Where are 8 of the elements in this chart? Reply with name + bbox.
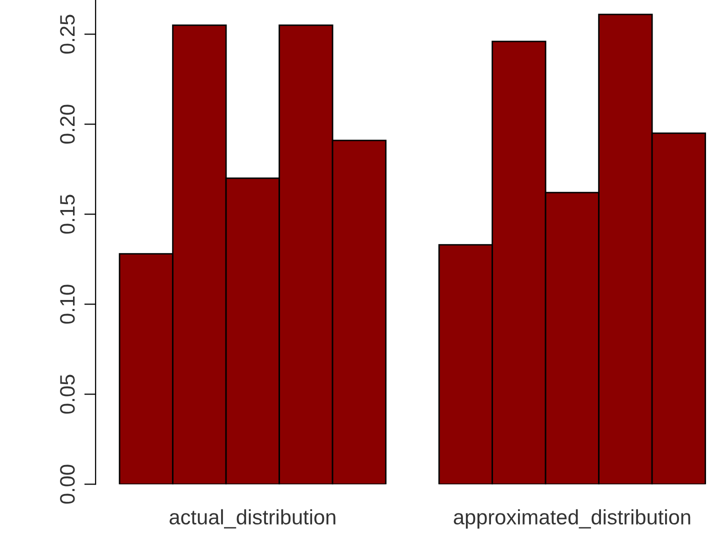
y-tick-label: 0.05 — [60, 374, 75, 414]
y-tick-label: 0.15 — [60, 194, 75, 234]
y-tick-label: 0.20 — [60, 104, 75, 144]
x-tick-label: approximated_distribution — [454, 509, 690, 529]
y-tick-label: 0.10 — [60, 284, 75, 324]
y-tick-label: 0.00 — [60, 464, 75, 504]
x-tick-label: actual_distribution — [170, 509, 336, 528]
y-tick-label: 0.25 — [60, 14, 75, 54]
